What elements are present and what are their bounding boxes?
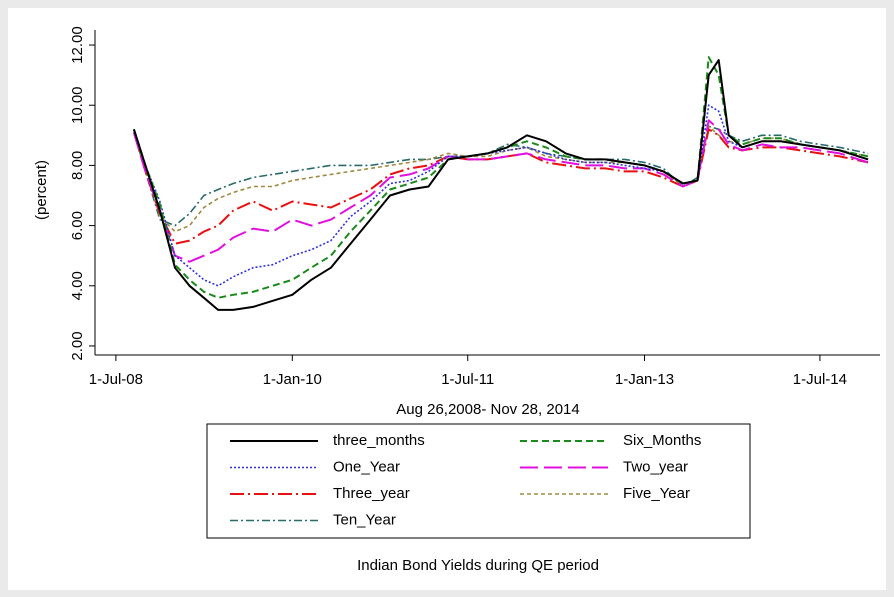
series-line <box>133 125 869 233</box>
y-tick-label: 6.00 <box>69 211 86 240</box>
y-tick-label: 2.00 <box>69 331 86 360</box>
series-line <box>133 104 869 287</box>
legend-box <box>206 423 751 539</box>
legend-label: three_months <box>333 432 425 449</box>
caption: Indian Bond Yields during QE period <box>357 557 599 574</box>
y-tick-label: 4.00 <box>69 271 86 300</box>
x-tick-label: 1-Jan-13 <box>615 371 674 388</box>
x-axis-label: Aug 26,2008- Nov 28, 2014 <box>396 401 579 418</box>
legend-label: One_Year <box>333 458 400 475</box>
y-tick-label: 8.00 <box>69 151 86 180</box>
series-line <box>132 56 869 299</box>
legend-label: Five_Year <box>623 485 690 502</box>
series-line <box>132 119 869 263</box>
series-line <box>132 59 869 311</box>
legend-label: Ten_Year <box>333 511 396 528</box>
x-tick-label: 1-Jul-11 <box>441 371 494 388</box>
legend-label: Two_year <box>623 458 688 475</box>
legend-label: Three_year <box>333 485 410 502</box>
y-axis-label: (percent) <box>33 160 50 220</box>
y-tick-label: 12.00 <box>69 26 86 64</box>
y-tick-label: 10.00 <box>69 86 86 124</box>
x-tick-label: 1-Jul-08 <box>89 371 143 388</box>
legend-label: Six_Months <box>623 432 701 449</box>
x-tick-label: 1-Jul-14 <box>793 371 847 388</box>
x-tick-label: 1-Jan-10 <box>263 371 322 388</box>
